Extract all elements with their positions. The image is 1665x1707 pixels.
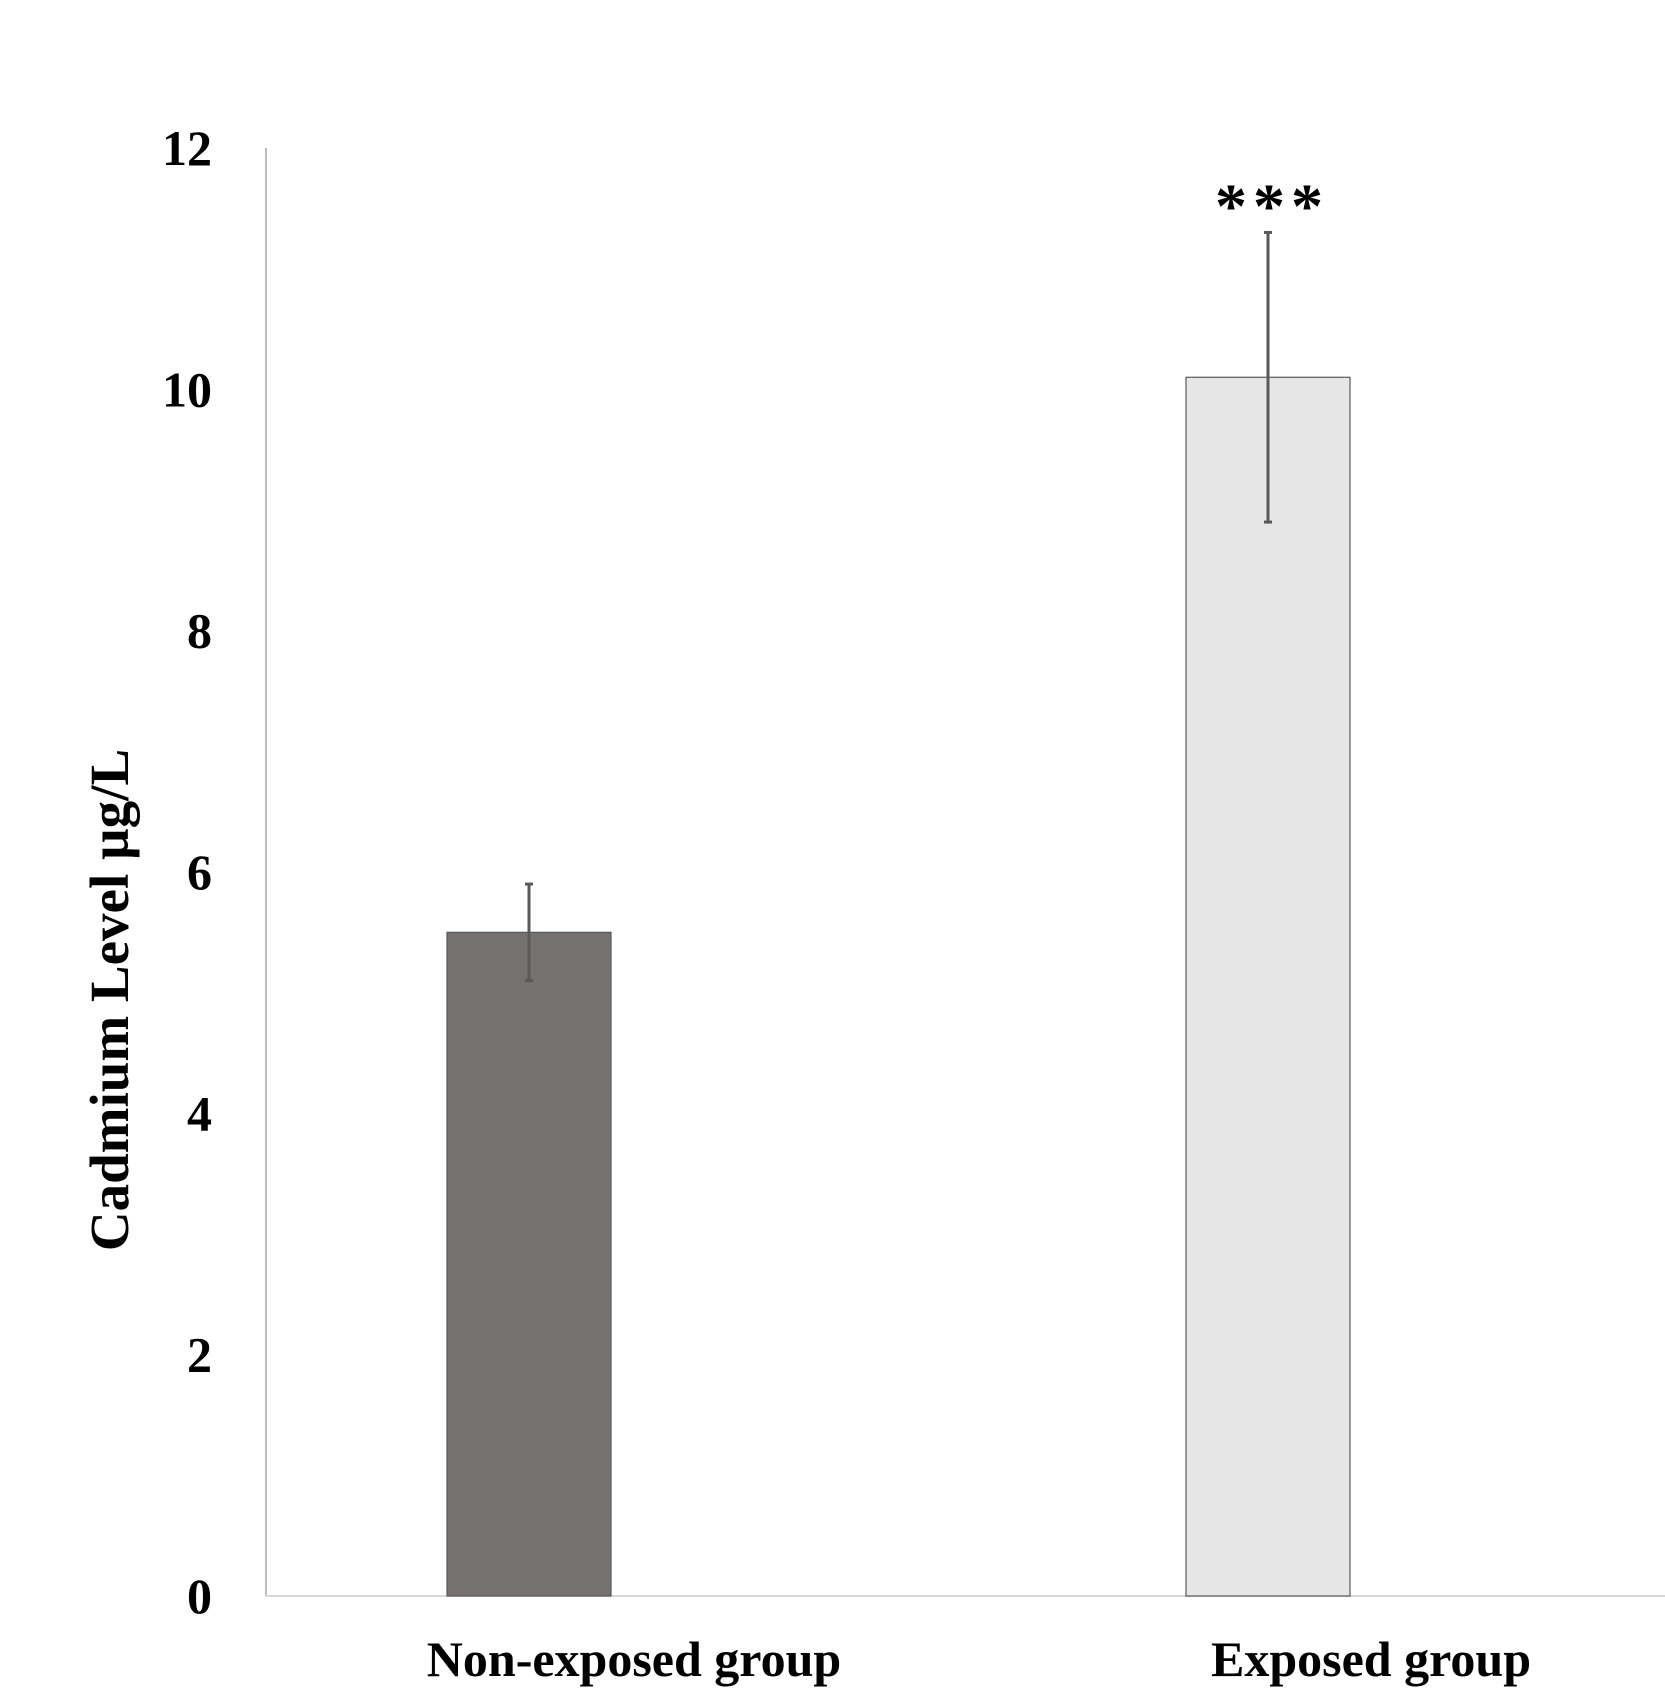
y-tick-label: 10	[162, 361, 212, 417]
error-bars	[525, 230, 1272, 983]
bar	[446, 931, 612, 1597]
category-labels: Non-exposed group Exposed group	[427, 1631, 1531, 1687]
y-tick-label: 2	[187, 1327, 212, 1383]
y-tick-label: 8	[187, 603, 212, 659]
error-bar	[1264, 230, 1272, 524]
y-tick-label: 12	[162, 120, 212, 176]
significance-annotation: ***	[1215, 170, 1329, 241]
annotations: ***	[1215, 170, 1329, 241]
y-axis-title: Cadmium Level µg/L	[79, 749, 140, 1251]
error-bar	[525, 882, 533, 983]
y-tick-label: 4	[187, 1085, 212, 1141]
bar	[1185, 376, 1351, 1597]
bars	[446, 376, 1351, 1597]
y-tick-label: 6	[187, 844, 212, 900]
y-tick-label: 0	[187, 1568, 212, 1624]
x-category-label: Exposed group	[1211, 1631, 1531, 1687]
x-category-label: Non-exposed group	[427, 1631, 841, 1687]
y-tick-labels: 0 2 4 6 8 10 12	[162, 120, 212, 1624]
